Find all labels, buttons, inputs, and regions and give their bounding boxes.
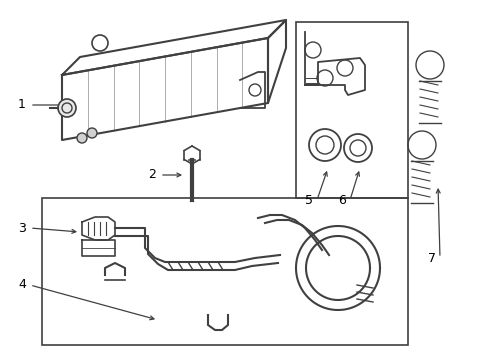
Text: 2: 2 bbox=[148, 168, 156, 181]
Text: 1: 1 bbox=[18, 99, 26, 112]
Circle shape bbox=[87, 128, 97, 138]
Text: 7: 7 bbox=[428, 252, 436, 265]
Circle shape bbox=[58, 99, 76, 117]
Text: 4: 4 bbox=[18, 279, 26, 292]
Bar bbox=[296, 22, 408, 198]
Bar bbox=[42, 198, 408, 345]
Text: 6: 6 bbox=[338, 194, 346, 207]
Text: 3: 3 bbox=[18, 221, 26, 234]
Circle shape bbox=[77, 133, 87, 143]
Text: 5: 5 bbox=[305, 194, 313, 207]
